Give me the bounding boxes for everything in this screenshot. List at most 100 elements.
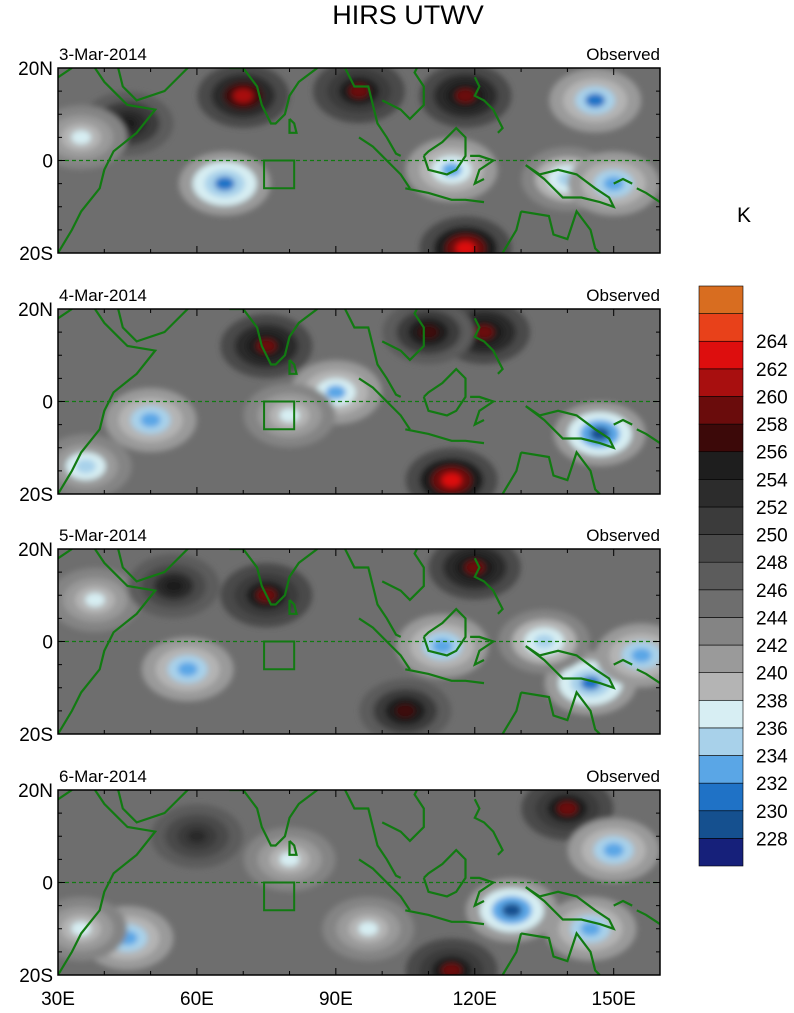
colorbar-cell	[698, 672, 744, 701]
colorbar-tick-label: 242	[756, 636, 788, 657]
x-tick-label: 120E	[453, 989, 497, 1010]
field-contour	[140, 413, 161, 427]
coastline	[117, 549, 190, 583]
field-contour	[395, 703, 416, 718]
coastline	[422, 607, 467, 657]
colorbar-cell	[698, 838, 744, 867]
x-tick-label: 60E	[180, 989, 214, 1010]
colorbar-tick-label: 262	[756, 360, 788, 381]
colorbar-cell	[698, 506, 744, 535]
field-contour	[349, 84, 369, 99]
coastline	[473, 317, 504, 375]
colorbar-cell	[698, 699, 744, 729]
panel-date: 4-Mar-2014	[59, 286, 147, 305]
y-tick-label: 20N	[18, 781, 53, 802]
colorbar-tick-label: 236	[756, 719, 788, 740]
coastline	[470, 876, 496, 908]
field-contour	[455, 241, 476, 253]
coastline	[117, 790, 190, 824]
field-contour	[464, 560, 485, 575]
region-box	[263, 640, 296, 671]
panel-date: 3-Mar-2014	[59, 45, 147, 64]
chart-title: HIRS UTWV	[332, 0, 484, 30]
y-tick-label: 0	[42, 633, 53, 654]
colorbar-cell	[698, 644, 744, 673]
coastline	[501, 692, 523, 734]
colorbar: 228 230 232 234 236 238 240 242 244 246 248 250 252 2…	[698, 285, 788, 867]
coastline	[473, 798, 504, 856]
panel-label: Observed	[586, 45, 660, 64]
coastline	[613, 418, 633, 426]
coastline	[520, 209, 601, 253]
coastline	[525, 405, 616, 450]
coastline	[525, 886, 616, 931]
region-box	[263, 159, 296, 190]
y-tick-label: 20N	[18, 59, 53, 80]
coastline	[344, 309, 402, 398]
field-contour	[418, 325, 439, 340]
colorbar-cell	[698, 479, 744, 508]
coastline	[58, 68, 158, 253]
coastline	[58, 68, 73, 79]
colorbar-tick-label: 254	[756, 470, 788, 491]
y-tick-label: 0	[42, 152, 53, 173]
field-contour	[325, 385, 346, 400]
coastline	[470, 154, 496, 186]
coastline	[229, 790, 318, 847]
panel-date: 6-Mar-2014	[59, 767, 147, 786]
colorbar-cell	[698, 396, 744, 425]
coastline	[405, 428, 485, 445]
y-tick-label: 20S	[19, 725, 53, 746]
colorbar-tick-label: 230	[756, 802, 788, 823]
coastline	[636, 668, 660, 685]
coastline	[344, 790, 402, 879]
coastline	[473, 557, 504, 615]
coastline	[422, 848, 467, 898]
colorbar-cell	[698, 810, 744, 839]
coastline	[470, 635, 496, 667]
y-tick-label: 20S	[19, 485, 53, 506]
coastline	[344, 68, 402, 157]
field-contour	[580, 921, 601, 936]
colorbar-tick-label: 250	[756, 526, 788, 547]
coastline	[520, 450, 601, 494]
coastline	[473, 76, 504, 134]
colorbar-tick-label: 252	[756, 498, 788, 519]
field-contour	[603, 176, 624, 191]
y-tick-label: 20S	[19, 244, 53, 265]
y-tick-label: 20N	[18, 540, 53, 561]
colorbar-cell	[698, 561, 744, 591]
colorbar-tick-label: 244	[756, 608, 788, 629]
coastline	[501, 452, 523, 494]
colorbar-tick-label: 240	[756, 664, 788, 685]
coastline	[288, 840, 298, 856]
coastline	[636, 187, 660, 204]
colorbar-cell	[698, 782, 744, 812]
coastline	[501, 211, 523, 253]
panel-1: 20N 0 20S 3-Mar-2014 Observed	[18, 45, 661, 265]
coastline	[58, 309, 73, 320]
field-contour	[455, 88, 476, 103]
coastline	[117, 309, 190, 343]
colorbar-tick-label: 248	[756, 553, 788, 574]
colorbar-tick-label: 256	[756, 443, 788, 464]
field-contour	[557, 801, 578, 816]
panel-label: Observed	[586, 767, 660, 786]
field-contour	[256, 339, 277, 353]
region-box	[263, 400, 296, 431]
coastline	[422, 367, 467, 417]
field-contour	[214, 176, 235, 191]
field-contour	[186, 829, 207, 844]
coastline	[358, 858, 411, 911]
colorbar-cell	[698, 313, 744, 342]
coastline	[58, 790, 158, 975]
colorbar-tick-label: 238	[756, 691, 788, 712]
coastline	[288, 599, 298, 615]
field-contour	[177, 662, 198, 677]
coastline	[381, 68, 425, 121]
coastline	[58, 309, 158, 494]
panel-label: Observed	[586, 286, 660, 305]
coastline	[229, 309, 318, 366]
panel-date: 5-Mar-2014	[59, 526, 147, 545]
